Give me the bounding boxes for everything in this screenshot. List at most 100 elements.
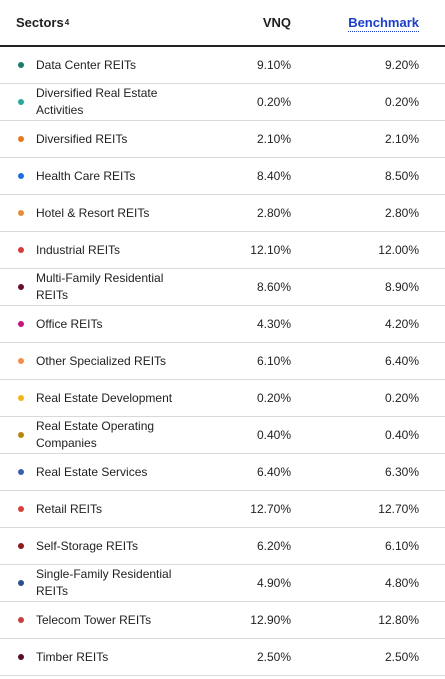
sector-name: Other Specialized REITs	[36, 353, 167, 368]
sector-name: Data Center REITs	[36, 57, 137, 72]
table-row: Hotel & Resort REITs 2.80% 2.80%	[0, 195, 445, 232]
sector-cell: Diversified Real Estate Activities	[0, 85, 218, 119]
sector-color-dot-icon	[18, 617, 24, 623]
table-row: Real Estate Development 0.20% 0.20%	[0, 380, 445, 417]
table-row: Diversified Real Estate Activities 0.20% 0…	[0, 84, 445, 121]
vnq-weight-value: 12.90%	[250, 613, 291, 627]
sectors-column-header: Sectors 4	[16, 15, 70, 30]
sectors-header-label: Sectors	[16, 15, 64, 30]
sector-cell: Single-Family Residential REITs	[0, 566, 218, 600]
vnq-weight-value: 8.40%	[256, 169, 291, 183]
sector-color-dot-icon	[18, 395, 24, 401]
sector-cell: Data Center REITs	[0, 57, 218, 74]
benchmark-header-link[interactable]: Benchmark	[348, 15, 419, 32]
benchmark-weight-value: 2.80%	[384, 206, 419, 220]
benchmark-weight-value: 12.70%	[378, 502, 419, 516]
table-row: Industrial REITs 12.10% 12.00%	[0, 232, 445, 269]
vnq-weight-value: 4.90%	[256, 576, 291, 590]
table-row: Real Estate Operating Companies 0.40% 0.40…	[0, 417, 445, 454]
table-row: Timber REITs 2.50% 2.50%	[0, 639, 445, 676]
sector-name: Single-Family Residential REITs	[36, 567, 172, 598]
sector-name: Self-Storage REITs	[36, 538, 139, 553]
benchmark-weight-value: 6.10%	[384, 539, 419, 553]
vnq-weight-value: 8.60%	[256, 280, 291, 294]
sector-cell: Diversified REITs	[0, 131, 218, 148]
vnq-weight-value: 2.50%	[256, 650, 291, 664]
sector-cell: Other Specialized REITs	[0, 353, 218, 370]
sector-name: Timber REITs	[36, 649, 109, 664]
sector-color-dot-icon	[18, 210, 24, 216]
sector-name: Industrial REITs	[36, 242, 121, 257]
sector-cell: Telecom Tower REITs	[0, 612, 218, 629]
sector-cell: Multi-Family Residential REITs	[0, 270, 218, 304]
vnq-weight-value: 6.10%	[256, 354, 291, 368]
sector-color-dot-icon	[18, 432, 24, 438]
benchmark-column-header[interactable]: Benchmark	[291, 15, 419, 32]
benchmark-weight-value: 12.80%	[378, 613, 419, 627]
vnq-header-label: VNQ	[262, 15, 291, 30]
sector-cell: Timber REITs	[0, 649, 218, 666]
benchmark-weight-value: 8.90%	[384, 280, 419, 294]
sector-color-dot-icon	[18, 99, 24, 105]
vnq-weight-value: 0.40%	[256, 428, 291, 442]
table-row: Office REITs 4.30% 4.20%	[0, 306, 445, 343]
sector-name: Office REITs	[36, 316, 103, 331]
sector-cell: Hotel & Resort REITs	[0, 205, 218, 222]
vnq-weight-value: 2.10%	[256, 132, 291, 146]
vnq-weight-value: 6.40%	[256, 465, 291, 479]
benchmark-weight-value: 6.30%	[384, 465, 419, 479]
sector-name: Real Estate Services	[36, 464, 148, 479]
vnq-weight-value: 0.20%	[256, 391, 291, 405]
table-row: Telecom Tower REITs 12.90% 12.80%	[0, 602, 445, 639]
sector-name: Telecom Tower REITs	[36, 612, 152, 627]
vnq-weight-value: 2.80%	[256, 206, 291, 220]
benchmark-weight-value: 6.40%	[384, 354, 419, 368]
table-row: Health Care REITs 8.40% 8.50%	[0, 158, 445, 195]
sector-name: Hotel & Resort REITs	[36, 205, 150, 220]
sector-color-dot-icon	[18, 173, 24, 179]
sector-name: Real Estate Development	[36, 390, 173, 405]
vnq-column-header: VNQ	[218, 15, 291, 30]
table-body: Data Center REITs 9.10% 9.20% Diversified R…	[0, 47, 445, 676]
sector-cell: Self-Storage REITs	[0, 538, 218, 555]
sector-color-dot-icon	[18, 247, 24, 253]
sector-cell: Industrial REITs	[0, 242, 218, 259]
vnq-weight-value: 0.20%	[256, 95, 291, 109]
sector-color-dot-icon	[18, 62, 24, 68]
table-row: Data Center REITs 9.10% 9.20%	[0, 47, 445, 84]
table-row: Self-Storage REITs 6.20% 6.10%	[0, 528, 445, 565]
vnq-weight-value: 4.30%	[256, 317, 291, 331]
sector-name: Diversified Real Estate Activities	[36, 86, 158, 117]
sector-color-dot-icon	[18, 469, 24, 475]
sector-cell: Health Care REITs	[0, 168, 218, 185]
benchmark-weight-value: 12.00%	[378, 243, 419, 257]
sector-name: Diversified REITs	[36, 131, 128, 146]
benchmark-weight-value: 2.50%	[384, 650, 419, 664]
sector-name: Real Estate Operating Companies	[36, 419, 155, 450]
sector-color-dot-icon	[18, 136, 24, 142]
sector-cell: Office REITs	[0, 316, 218, 333]
benchmark-weight-value: 4.80%	[384, 576, 419, 590]
vnq-weight-value: 6.20%	[256, 539, 291, 553]
benchmark-weight-value: 4.20%	[384, 317, 419, 331]
sector-name: Retail REITs	[36, 501, 103, 516]
sector-color-dot-icon	[18, 506, 24, 512]
benchmark-weight-value: 9.20%	[384, 58, 419, 72]
sector-color-dot-icon	[18, 321, 24, 327]
sector-cell: Real Estate Services	[0, 464, 218, 481]
sector-color-dot-icon	[18, 284, 24, 290]
sector-name: Health Care REITs	[36, 168, 136, 183]
table-row: Multi-Family Residential REITs 8.60% 8.90%	[0, 269, 445, 306]
sector-color-dot-icon	[18, 358, 24, 364]
benchmark-weight-value: 8.50%	[384, 169, 419, 183]
table-row: Diversified REITs 2.10% 2.10%	[0, 121, 445, 158]
sector-color-dot-icon	[18, 654, 24, 660]
table-row: Other Specialized REITs 6.10% 6.40%	[0, 343, 445, 380]
table-header: Sectors 4 VNQ Benchmark	[0, 0, 445, 47]
sector-cell: Real Estate Development	[0, 390, 218, 407]
sector-cell: Retail REITs	[0, 501, 218, 518]
table-row: Real Estate Services 6.40% 6.30%	[0, 454, 445, 491]
benchmark-weight-value: 0.20%	[384, 95, 419, 109]
sector-name: Multi-Family Residential REITs	[36, 271, 164, 302]
